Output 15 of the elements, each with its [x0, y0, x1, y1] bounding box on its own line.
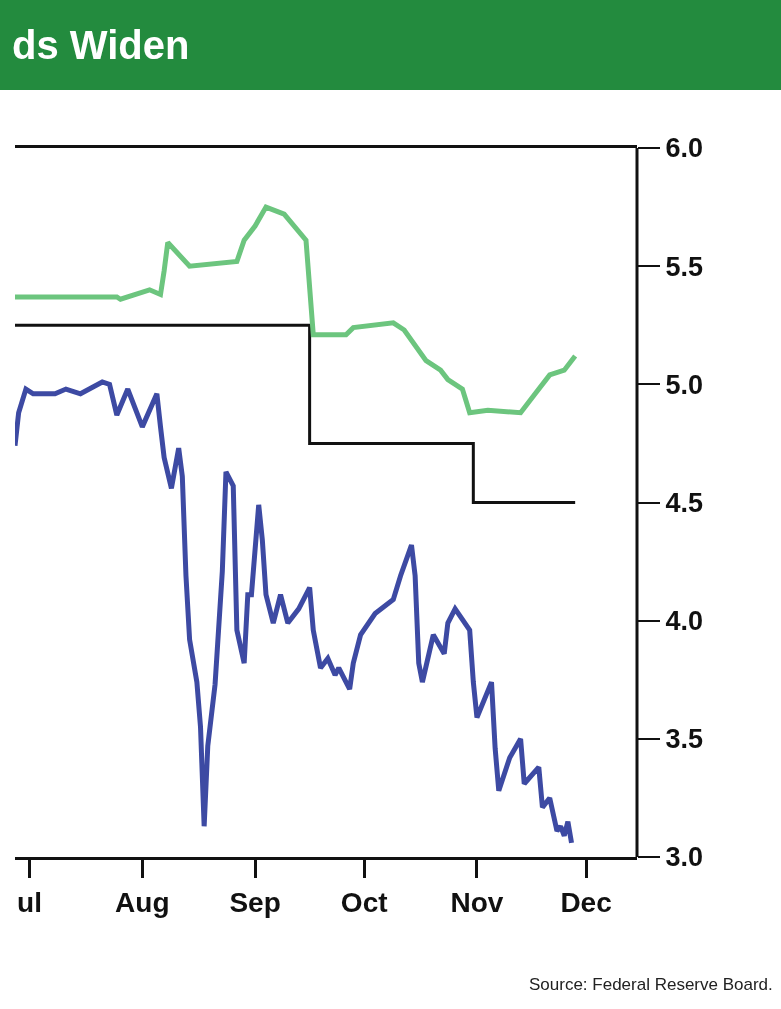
y-tick-label: 3.5 — [665, 724, 703, 755]
x-tick-label: Dec — [560, 886, 612, 918]
x-tick-label: Oct — [340, 886, 388, 918]
source-note: Source: Federal Reserve Board. — [529, 975, 773, 994]
x-tick-label: Aug — [115, 886, 170, 918]
y-tick-label: 6.0 — [665, 133, 703, 164]
x-tick-label: Nov — [450, 886, 504, 918]
y-tick-label: 5.0 — [665, 369, 703, 400]
y-tick-label: 3.0 — [665, 842, 703, 873]
y-tick-label: 5.5 — [665, 251, 703, 282]
x-tick-label: ul — [17, 886, 42, 918]
x-tick-label: Sep — [229, 886, 281, 918]
y-tick-label: 4.5 — [665, 487, 703, 518]
y-tick-label: 4.0 — [665, 606, 703, 637]
chart-title: ds Widen — [0, 0, 781, 90]
